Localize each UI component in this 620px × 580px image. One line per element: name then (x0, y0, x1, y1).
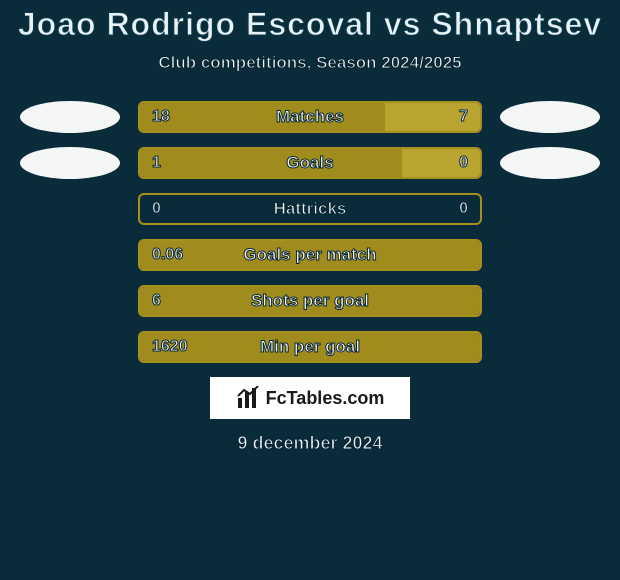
value-left: 6 (152, 292, 161, 310)
stat-bar: 1 0 Goals (138, 147, 482, 179)
stat-row: 1 0 Goals (0, 147, 620, 179)
value-left: 0 (152, 200, 161, 218)
bar-left-fill (140, 103, 385, 131)
page-title: Joao Rodrigo Escoval vs Shnaptsev (0, 0, 620, 43)
metric-label: Hattricks (274, 199, 347, 219)
value-left: 0.06 (152, 246, 183, 264)
value-right: 7 (459, 108, 468, 126)
stat-row: 1620 Min per goal (0, 331, 620, 363)
stat-row: 0 0 Hattricks (0, 193, 620, 225)
player-left-avatar (20, 147, 120, 179)
stat-bar: 0.06 Goals per match (138, 239, 482, 271)
metric-label: Min per goal (260, 337, 360, 357)
metric-label: Matches (276, 107, 344, 127)
metric-label: Shots per goal (251, 291, 369, 311)
bar-right-fill (402, 149, 480, 177)
chart-bars-icon (236, 386, 260, 410)
stat-bar: 1620 Min per goal (138, 331, 482, 363)
value-left: 1 (152, 154, 161, 172)
value-left: 18 (152, 108, 170, 126)
stat-row: 6 Shots per goal (0, 285, 620, 317)
brand-text: FcTables.com (266, 388, 385, 409)
subtitle: Club competitions, Season 2024/2025 (0, 53, 620, 73)
stats-rows: 18 7 Matches 1 0 Goals 0 0 Hattricks 0.06 Goals pe… (0, 101, 620, 363)
value-right: 0 (459, 200, 468, 218)
comparison-card: Joao Rodrigo Escoval vs Shnaptsev Club c… (0, 0, 620, 580)
player-right-avatar (500, 101, 600, 133)
metric-label: Goals (286, 153, 333, 173)
stat-bar: 0 0 Hattricks (138, 193, 482, 225)
value-right: 0 (459, 154, 468, 172)
player-left-avatar (20, 101, 120, 133)
metric-label: Goals per match (243, 245, 376, 265)
stat-row: 18 7 Matches (0, 101, 620, 133)
stat-bar: 18 7 Matches (138, 101, 482, 133)
player-right-avatar (500, 147, 600, 179)
stat-bar: 6 Shots per goal (138, 285, 482, 317)
bar-left-fill (140, 149, 402, 177)
stat-row: 0.06 Goals per match (0, 239, 620, 271)
date-text: 9 december 2024 (0, 433, 620, 454)
brand-badge: FcTables.com (210, 377, 410, 419)
value-left: 1620 (152, 338, 188, 356)
